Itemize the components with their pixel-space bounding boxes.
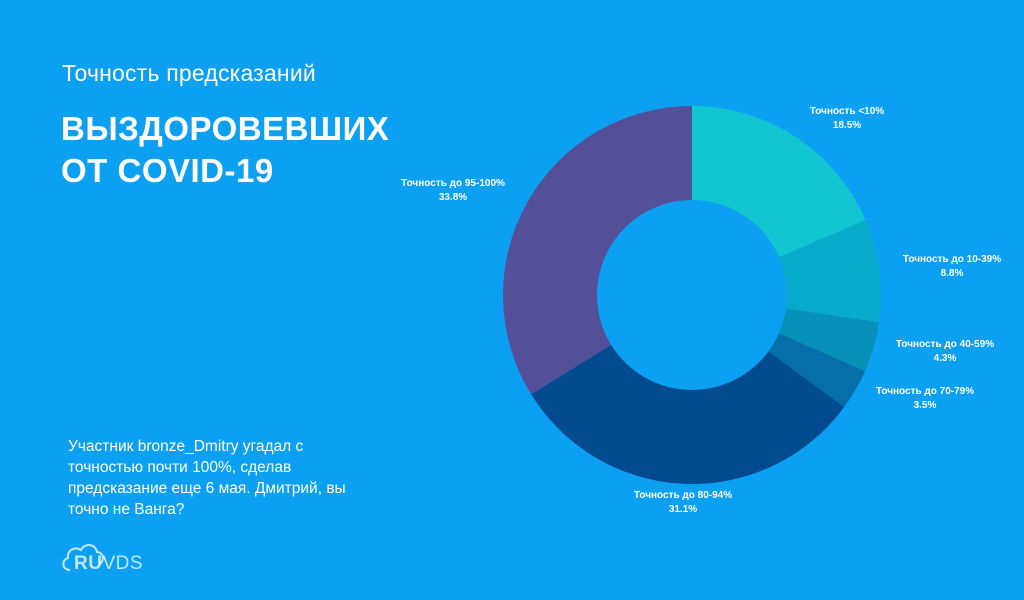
slice-value-4: 3.5% xyxy=(914,400,937,411)
slice-label-5: Точность до 80-94% xyxy=(634,490,732,501)
slice-value-5: 31.1% xyxy=(669,504,697,515)
chart-title: ВЫЗДОРОВЕВШИХ ОТ COVID-19 xyxy=(61,108,389,192)
logo-ru: RU xyxy=(74,553,103,574)
slice-value-3: 4.3% xyxy=(934,353,957,364)
chart-subtitle: Точность предсказаний xyxy=(62,60,316,86)
slice-label-4: Точность до 70-79% xyxy=(876,386,974,397)
slice-4 xyxy=(768,333,865,408)
slice-label-2: Точность до 10-39% xyxy=(903,254,1001,265)
slice-2 xyxy=(779,219,881,323)
cloud-icon xyxy=(62,544,104,571)
slice-5 xyxy=(531,344,845,484)
logo-text: RUVDS xyxy=(74,553,143,575)
slice-1 xyxy=(692,106,866,258)
slice-label-6: Точность до 95-100% xyxy=(401,178,505,189)
slice-6 xyxy=(503,106,692,395)
slice-3 xyxy=(778,308,880,372)
slice-label-3: Точность до 40-59% xyxy=(896,339,994,350)
slice-label-1: Точность <10% xyxy=(810,106,885,117)
title-line-1: ВЫЗДОРОВЕВШИХ xyxy=(61,110,390,147)
chart-labels: Точность <10% 18.5% Точность до 10-39% 8.8%… xyxy=(401,106,1001,515)
slice-value-2: 8.8% xyxy=(941,268,964,279)
logo-vds: VDS xyxy=(102,553,144,574)
chart-slices xyxy=(503,106,881,484)
slice-value-1: 18.5% xyxy=(833,120,861,131)
slice-value-6: 33.8% xyxy=(439,192,467,203)
title-line-2: ОТ COVID-19 xyxy=(61,152,274,189)
winner-note: Участник bronze_Dmitry угадал с точность… xyxy=(68,438,346,518)
